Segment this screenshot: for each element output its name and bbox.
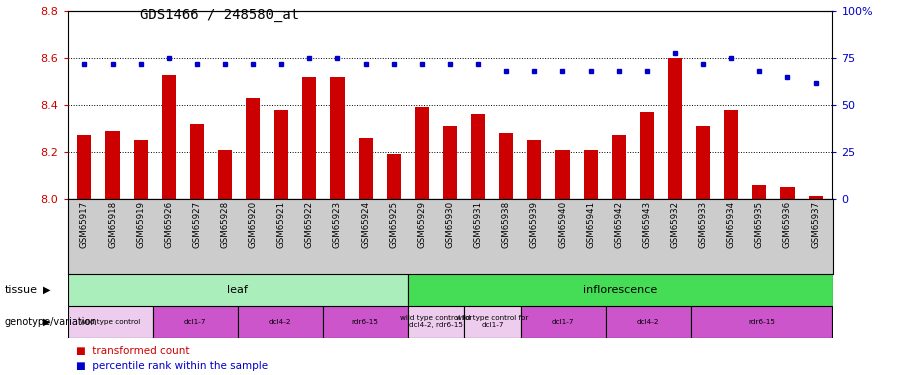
Text: rdr6-15: rdr6-15 xyxy=(748,319,775,324)
Bar xyxy=(218,150,232,199)
Text: GSM65943: GSM65943 xyxy=(643,201,652,248)
Text: wild type control for
dcl1-7: wild type control for dcl1-7 xyxy=(456,315,528,328)
Bar xyxy=(246,98,260,199)
Text: ■  transformed count: ■ transformed count xyxy=(76,346,190,355)
Text: GSM65938: GSM65938 xyxy=(501,201,510,248)
Text: GSM65924: GSM65924 xyxy=(361,201,370,248)
Bar xyxy=(408,274,832,306)
Bar xyxy=(527,140,542,199)
Bar xyxy=(464,306,521,338)
Bar xyxy=(330,77,345,199)
Bar xyxy=(68,306,152,338)
Text: GSM65932: GSM65932 xyxy=(670,201,680,248)
Bar xyxy=(752,184,767,199)
Bar xyxy=(133,140,148,199)
Text: GSM65942: GSM65942 xyxy=(614,201,623,248)
Text: GSM65939: GSM65939 xyxy=(530,201,539,248)
Bar xyxy=(555,150,570,199)
Bar xyxy=(612,135,625,199)
Text: GSM65927: GSM65927 xyxy=(193,201,202,248)
Text: GSM65920: GSM65920 xyxy=(248,201,257,248)
Bar xyxy=(408,306,464,338)
Text: dcl1-7: dcl1-7 xyxy=(184,319,206,324)
Text: GSM65933: GSM65933 xyxy=(698,201,707,248)
Text: rdr6-15: rdr6-15 xyxy=(352,319,379,324)
Bar xyxy=(274,110,288,199)
Text: dcl1-7: dcl1-7 xyxy=(552,319,574,324)
Bar xyxy=(471,114,485,199)
Text: tissue: tissue xyxy=(4,285,38,295)
Bar xyxy=(521,306,606,338)
Bar xyxy=(302,77,317,199)
Text: GSM65917: GSM65917 xyxy=(80,201,89,248)
Text: GDS1466 / 248580_at: GDS1466 / 248580_at xyxy=(140,8,299,21)
Text: ■  percentile rank within the sample: ■ percentile rank within the sample xyxy=(76,361,268,370)
Text: GSM65931: GSM65931 xyxy=(473,201,482,248)
Text: GSM65922: GSM65922 xyxy=(305,201,314,248)
Bar xyxy=(238,306,322,338)
Bar xyxy=(415,107,429,199)
Text: inflorescence: inflorescence xyxy=(583,285,657,295)
Bar xyxy=(640,112,654,199)
Text: GSM65936: GSM65936 xyxy=(783,201,792,248)
Bar xyxy=(77,135,92,199)
Bar xyxy=(105,131,120,199)
Text: dcl4-2: dcl4-2 xyxy=(269,319,292,324)
Bar xyxy=(808,196,823,199)
Text: GSM65934: GSM65934 xyxy=(726,201,735,248)
Bar xyxy=(190,124,204,199)
Text: GSM65925: GSM65925 xyxy=(389,201,398,248)
Text: GSM65929: GSM65929 xyxy=(418,201,427,248)
Bar xyxy=(780,187,795,199)
Text: GSM65930: GSM65930 xyxy=(446,201,454,248)
Bar xyxy=(387,154,400,199)
Bar xyxy=(358,138,373,199)
Text: wild type control: wild type control xyxy=(80,319,140,324)
Text: GSM65940: GSM65940 xyxy=(558,201,567,248)
Text: GSM65926: GSM65926 xyxy=(164,201,173,248)
Text: genotype/variation: genotype/variation xyxy=(4,316,97,327)
Bar xyxy=(696,126,710,199)
Text: GSM65921: GSM65921 xyxy=(277,201,286,248)
Bar xyxy=(606,306,691,338)
Text: GSM65941: GSM65941 xyxy=(586,201,595,248)
Bar xyxy=(691,306,832,338)
Text: GSM65919: GSM65919 xyxy=(136,201,145,248)
Text: GSM65935: GSM65935 xyxy=(755,201,764,248)
Text: leaf: leaf xyxy=(227,285,248,295)
Text: GSM65918: GSM65918 xyxy=(108,201,117,248)
Bar xyxy=(68,274,408,306)
Text: dcl4-2: dcl4-2 xyxy=(637,319,660,324)
Text: ▶: ▶ xyxy=(43,316,50,327)
Bar xyxy=(500,133,513,199)
Bar xyxy=(443,126,457,199)
Bar xyxy=(162,75,176,199)
Bar xyxy=(152,306,238,338)
Bar xyxy=(724,110,738,199)
Text: wild type control for
dcl4-2, rdr6-15: wild type control for dcl4-2, rdr6-15 xyxy=(400,315,472,328)
Text: ▶: ▶ xyxy=(43,285,50,295)
Text: GSM65923: GSM65923 xyxy=(333,201,342,248)
Text: GSM65937: GSM65937 xyxy=(811,201,820,248)
Text: GSM65928: GSM65928 xyxy=(220,201,230,248)
Bar xyxy=(322,306,408,338)
Bar xyxy=(668,58,682,199)
Bar xyxy=(583,150,598,199)
